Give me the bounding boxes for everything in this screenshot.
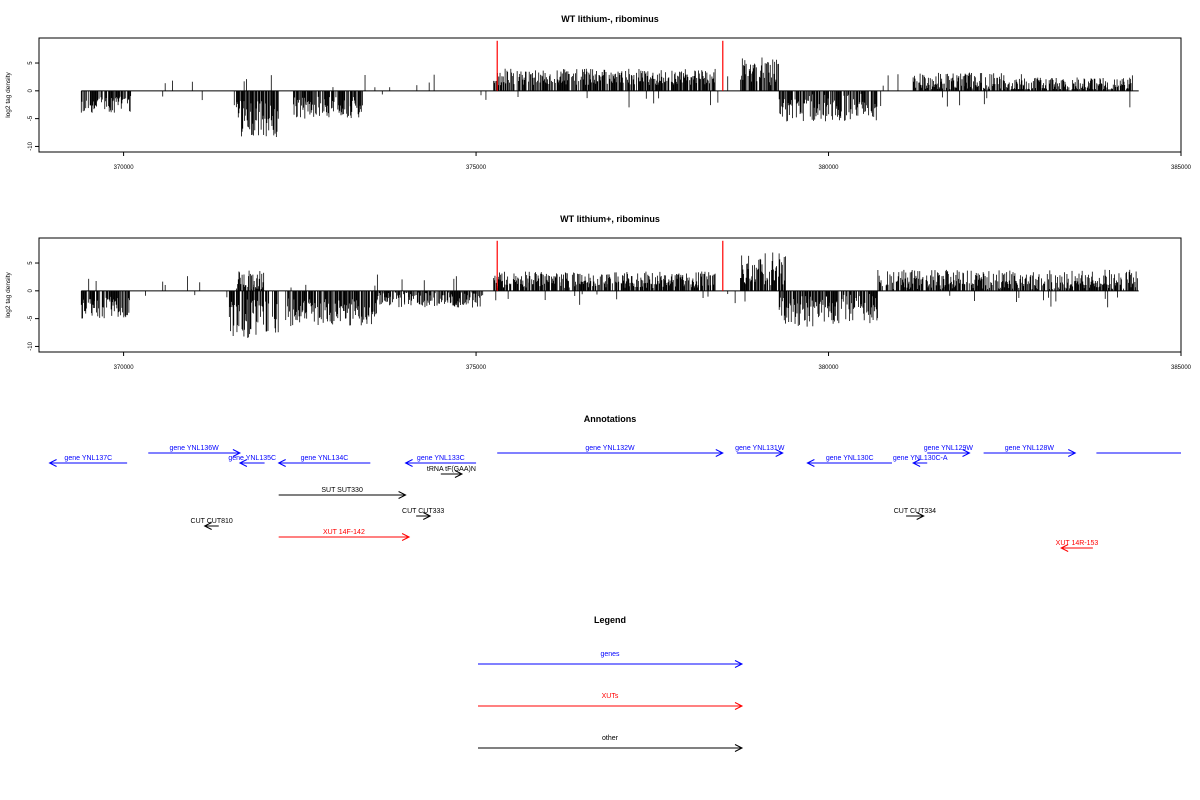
feature-arrow: CUT CUT810 bbox=[191, 518, 233, 530]
feature-label: CUT CUT810 bbox=[191, 518, 233, 525]
legend-label: genes bbox=[600, 651, 620, 658]
legend-label: other bbox=[602, 735, 619, 742]
feature-label: gene YNL131W bbox=[735, 445, 785, 452]
feature-label: XUT 14R-153 bbox=[1056, 540, 1099, 547]
feature-arrow: gene YNL131W bbox=[735, 445, 785, 457]
x-tick-label: 385000 bbox=[1171, 165, 1192, 171]
feature-label: gene YNL130C bbox=[826, 455, 874, 462]
annotations-title: Annotations bbox=[584, 414, 637, 424]
feature-label: XUT 14F-142 bbox=[323, 529, 365, 536]
panel1-density-bars bbox=[80, 40, 1139, 138]
feature-label: gene YNL136W bbox=[169, 445, 219, 452]
feature-arrow: gene YNL130C-A bbox=[893, 455, 948, 467]
y-tick-label: 0 bbox=[28, 289, 34, 293]
panel1-y-axis-label: log2 tag density bbox=[5, 71, 12, 117]
panel1-plot-frame bbox=[38, 37, 1182, 153]
panel2-x-axis: 370000 375000 380000 385000 bbox=[114, 352, 1192, 371]
panel-lithium-minus: WT lithium-, ribominus log2 tag density … bbox=[5, 14, 1192, 171]
feature-arrow: XUT 14R-153 bbox=[1056, 540, 1099, 552]
feature-arrow: gene YNL129W bbox=[924, 445, 974, 457]
feature-arrow: gene YNL134C bbox=[277, 455, 371, 467]
feature-label: gene YNL129W bbox=[924, 445, 974, 452]
y-tick-label: -5 bbox=[28, 115, 34, 121]
y-tick-label: -5 bbox=[28, 315, 34, 321]
feature-label: gene YNL128W bbox=[1005, 445, 1055, 452]
feature-arrow: gene YNL128W bbox=[983, 445, 1077, 457]
feature-label: gene YNL132W bbox=[585, 445, 635, 452]
feature-arrow: gene YNL136W bbox=[148, 445, 242, 457]
x-tick-label: 380000 bbox=[819, 365, 840, 371]
feature-arrow: CUT CUT334 bbox=[894, 508, 936, 520]
panel2-plot-frame bbox=[38, 237, 1182, 353]
panel2-y-axis: -10 -5 0 5 bbox=[28, 261, 39, 351]
legend-arrow: genes bbox=[478, 651, 744, 668]
annotation-features: gene YNL137C gene YNL136W gene YNL135C gene… bbox=[48, 445, 1181, 552]
panel1-x-axis: 370000 375000 380000 385000 bbox=[114, 152, 1192, 171]
legend-items: genes XUTs other bbox=[478, 651, 744, 752]
panel1-y-axis: -10 -5 0 5 bbox=[28, 61, 39, 151]
legend-title: Legend bbox=[594, 615, 626, 625]
feature-arrow: XUT 14F-142 bbox=[278, 529, 411, 541]
feature-label: CUT CUT333 bbox=[402, 508, 444, 515]
feature-arrow: tRNA tF(GAA)N bbox=[427, 466, 476, 478]
y-tick-label: -10 bbox=[28, 141, 34, 150]
y-tick-label: 0 bbox=[28, 89, 34, 93]
y-tick-label: 5 bbox=[28, 61, 34, 65]
feature-arrow: gene YNL133C bbox=[404, 455, 477, 467]
feature-label: tRNA tF(GAA)N bbox=[427, 466, 476, 473]
panel-lithium-plus: WT lithium+, ribominus log2 tag density … bbox=[5, 214, 1192, 371]
feature-label: gene YNL135C bbox=[228, 455, 276, 462]
feature-arrow: gene YNL137C bbox=[48, 455, 128, 467]
x-tick-label: 375000 bbox=[466, 165, 487, 171]
feature-label: SUT SUT330 bbox=[321, 487, 363, 494]
x-tick-label: 375000 bbox=[466, 365, 487, 371]
feature-label: CUT CUT334 bbox=[894, 508, 936, 515]
y-tick-label: 5 bbox=[28, 261, 34, 265]
feature-arrow: gene YNL130C bbox=[806, 455, 892, 467]
feature-label: gene YNL130C-A bbox=[893, 455, 948, 462]
legend-label: XUTs bbox=[602, 693, 619, 700]
legend-arrow: other bbox=[478, 735, 744, 752]
feature-arrow: gene YNL132W bbox=[497, 445, 724, 457]
x-tick-label: 380000 bbox=[819, 165, 840, 171]
x-tick-label: 385000 bbox=[1171, 365, 1192, 371]
feature-arrow: gene YNL135C bbox=[228, 455, 276, 467]
panel2-y-axis-label: log2 tag density bbox=[5, 271, 12, 317]
legend-arrow: XUTs bbox=[478, 693, 744, 710]
feature-label: gene YNL137C bbox=[64, 455, 112, 462]
legend: Legend genes XUTs other bbox=[478, 615, 744, 752]
panel2-title: WT lithium+, ribominus bbox=[560, 214, 660, 224]
x-tick-label: 370000 bbox=[114, 365, 135, 371]
feature-arrow: SUT SUT330 bbox=[278, 487, 407, 499]
y-tick-label: -10 bbox=[28, 341, 34, 350]
feature-label: gene YNL133C bbox=[417, 455, 465, 462]
x-tick-label: 370000 bbox=[114, 165, 135, 171]
panel1-title: WT lithium-, ribominus bbox=[561, 14, 659, 24]
feature-arrow: CUT CUT333 bbox=[402, 508, 444, 520]
feature-label: gene YNL134C bbox=[301, 455, 349, 462]
panel2-density-bars bbox=[80, 240, 1139, 338]
